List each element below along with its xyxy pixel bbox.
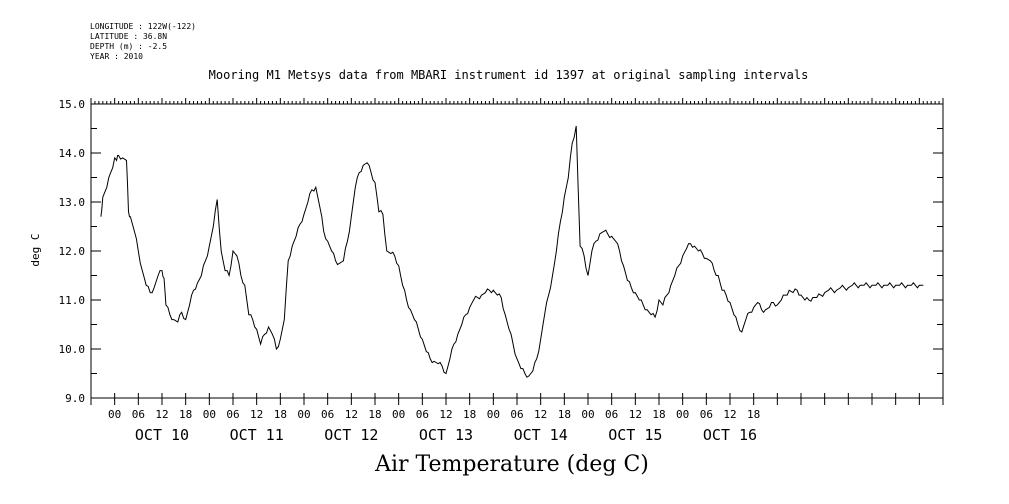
y-tick-label: 14.0	[59, 147, 86, 160]
x-hour-label: 00	[392, 408, 405, 421]
x-hour-label: 06	[321, 408, 334, 421]
x-hour-label: 12	[155, 408, 168, 421]
x-day-label: OCT 13	[419, 426, 473, 444]
x-hour-label: 06	[700, 408, 713, 421]
x-hour-label: 12	[534, 408, 547, 421]
y-tick-label: 13.0	[59, 196, 86, 209]
x-hour-label: 18	[558, 408, 571, 421]
x-axis-title: Air Temperature (deg C)	[375, 452, 649, 477]
x-hour-label: 12	[629, 408, 642, 421]
x-hour-label: 18	[652, 408, 665, 421]
x-hour-label: 18	[179, 408, 192, 421]
x-day-label: OCT 14	[514, 426, 568, 444]
x-hour-label: 00	[297, 408, 310, 421]
x-day-label: OCT 10	[135, 426, 189, 444]
x-hour-label: 18	[368, 408, 381, 421]
x-hour-label: 00	[487, 408, 500, 421]
x-day-label: OCT 15	[608, 426, 662, 444]
longitude-label: LONGITUDE : 122W(-122)	[90, 22, 196, 31]
x-day-label: OCT 16	[703, 426, 757, 444]
y-tick-label: 11.0	[59, 294, 86, 307]
x-hour-label: 12	[723, 408, 736, 421]
y-axis-label: deg C	[29, 233, 42, 266]
series-line	[100, 125, 924, 378]
x-hour-label: 12	[439, 408, 452, 421]
x-hour-label: 06	[416, 408, 429, 421]
latitude-label: LATITUDE : 36.8N	[90, 32, 168, 41]
y-tick-label: 15.0	[59, 98, 86, 111]
x-hour-label: 18	[463, 408, 476, 421]
x-hour-label: 00	[581, 408, 594, 421]
y-tick-label: 12.0	[59, 245, 86, 258]
metadata-block: LONGITUDE : 122W(-122) LATITUDE : 36.8N …	[90, 22, 196, 62]
plot-frame	[90, 103, 944, 399]
x-hour-label: 12	[250, 408, 263, 421]
chart-title: Mooring M1 Metsys data from MBARI instru…	[208, 68, 809, 82]
x-hour-label: 18	[747, 408, 760, 421]
y-tick-label: 9.0	[65, 392, 85, 405]
x-hour-label: 00	[108, 408, 121, 421]
x-hour-label: 00	[203, 408, 216, 421]
depth-label: DEPTH (m) : -2.5	[90, 42, 168, 51]
x-hour-label: 12	[345, 408, 358, 421]
x-day-label: OCT 11	[230, 426, 284, 444]
x-hour-label: 06	[132, 408, 145, 421]
y-tick-label: 10.0	[59, 343, 86, 356]
x-hour-label: 00	[676, 408, 689, 421]
x-hour-label: 18	[274, 408, 287, 421]
x-day-label: OCT 12	[324, 426, 378, 444]
x-hour-label: 06	[510, 408, 523, 421]
year-label: YEAR : 2010	[90, 52, 143, 61]
x-hour-label: 06	[605, 408, 618, 421]
x-hour-label: 06	[226, 408, 239, 421]
